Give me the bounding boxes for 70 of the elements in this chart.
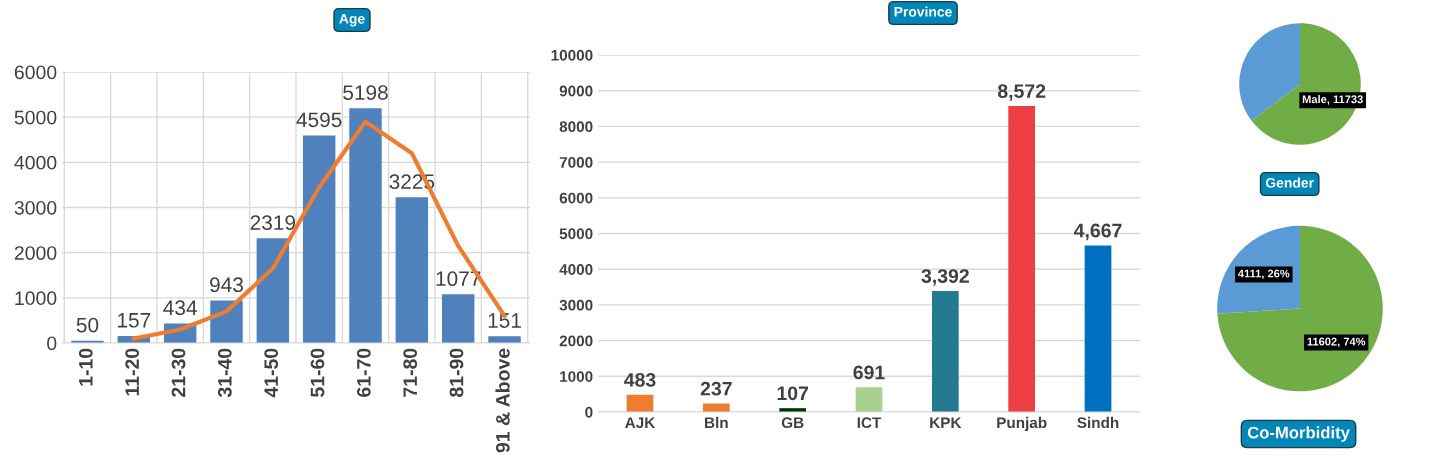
- y-tick-label: 5000: [14, 110, 57, 125]
- bar: [1084, 245, 1112, 412]
- x-tick-label: AJK: [625, 417, 656, 429]
- x-tick-label: 91 & Above: [495, 348, 510, 453]
- y-tick-label: 5000: [559, 228, 593, 240]
- data-label: 8,572: [997, 84, 1046, 101]
- data-label: 5198: [343, 85, 388, 100]
- data-label: 4111, 26%: [1238, 269, 1290, 280]
- y-tick-label: 2000: [14, 246, 57, 260]
- x-tick-label: ICT: [857, 417, 882, 429]
- y-tick-label: 7000: [559, 156, 593, 168]
- data-label: 157: [118, 313, 151, 328]
- y-tick-label: 3000: [559, 299, 593, 311]
- data-label: 434: [163, 300, 197, 316]
- bar: [349, 108, 382, 343]
- x-tick-label: 61-70: [356, 348, 371, 397]
- data-label: 2319: [250, 215, 296, 230]
- bar: [931, 290, 959, 412]
- bar: [441, 294, 475, 343]
- chart-title: Province: [894, 6, 952, 17]
- data-label: 151: [488, 313, 521, 328]
- x-tick-label: 21-30: [171, 348, 186, 397]
- bar: [395, 197, 429, 343]
- text: Co-Morbidity: [1247, 426, 1350, 442]
- x-tick-label: 81-90: [449, 348, 464, 397]
- x-tick-label: 71-80: [403, 348, 418, 397]
- y-tick-label: 3000: [14, 200, 57, 215]
- y-tick-label: 1000: [15, 291, 57, 306]
- y-tick-label: 0: [47, 336, 57, 351]
- x-tick-label: 11-20: [125, 348, 140, 396]
- y-tick-label: 10000: [551, 49, 593, 61]
- bar: [1008, 105, 1036, 412]
- y-tick-label: 6000: [14, 65, 57, 80]
- x-tick-label: Sindh: [1077, 416, 1119, 429]
- bar: [626, 394, 654, 412]
- y-tick-label: 0: [585, 406, 593, 418]
- x-tick-label: 51-60: [310, 348, 325, 397]
- data-label: 11602, 74%: [1307, 337, 1366, 348]
- chart-title: Age: [339, 13, 365, 27]
- text: Gender: [1265, 177, 1314, 188]
- data-label: 4,667: [1073, 223, 1122, 241]
- x-tick-label: 41-50: [264, 348, 279, 398]
- pie-slice: [1217, 225, 1383, 392]
- bar: [302, 135, 336, 343]
- data-label: Male, 11733: [1302, 95, 1363, 105]
- data-label: 4595: [296, 112, 342, 128]
- y-tick-label: 6000: [559, 192, 593, 204]
- y-tick-label: 9000: [559, 85, 593, 97]
- bar: [488, 336, 521, 343]
- bar: [855, 387, 883, 412]
- pie-slice: [1239, 23, 1300, 121]
- y-tick-label: 4000: [14, 155, 57, 170]
- data-label: 3,392: [921, 269, 969, 286]
- data-label: 943: [210, 277, 243, 293]
- data-label: 691: [853, 365, 885, 380]
- y-tick-label: 8000: [559, 121, 593, 133]
- x-tick-label: GB: [781, 417, 804, 429]
- x-tick-label: KPK: [930, 417, 962, 428]
- data-label: 50: [76, 317, 99, 333]
- data-label: 483: [624, 372, 656, 387]
- y-tick-label: 2000: [559, 335, 593, 347]
- x-tick-label: 1-10: [78, 348, 93, 386]
- data-label: 107: [777, 386, 809, 401]
- x-tick-label: Bln: [705, 416, 728, 428]
- x-tick-label: 31-40: [217, 348, 232, 398]
- y-tick-label: 4000: [559, 264, 593, 275]
- bar: [256, 238, 290, 343]
- y-tick-label: 1000: [560, 371, 593, 382]
- data-label: 237: [700, 381, 732, 396]
- x-tick-label: Punjab: [997, 416, 1047, 432]
